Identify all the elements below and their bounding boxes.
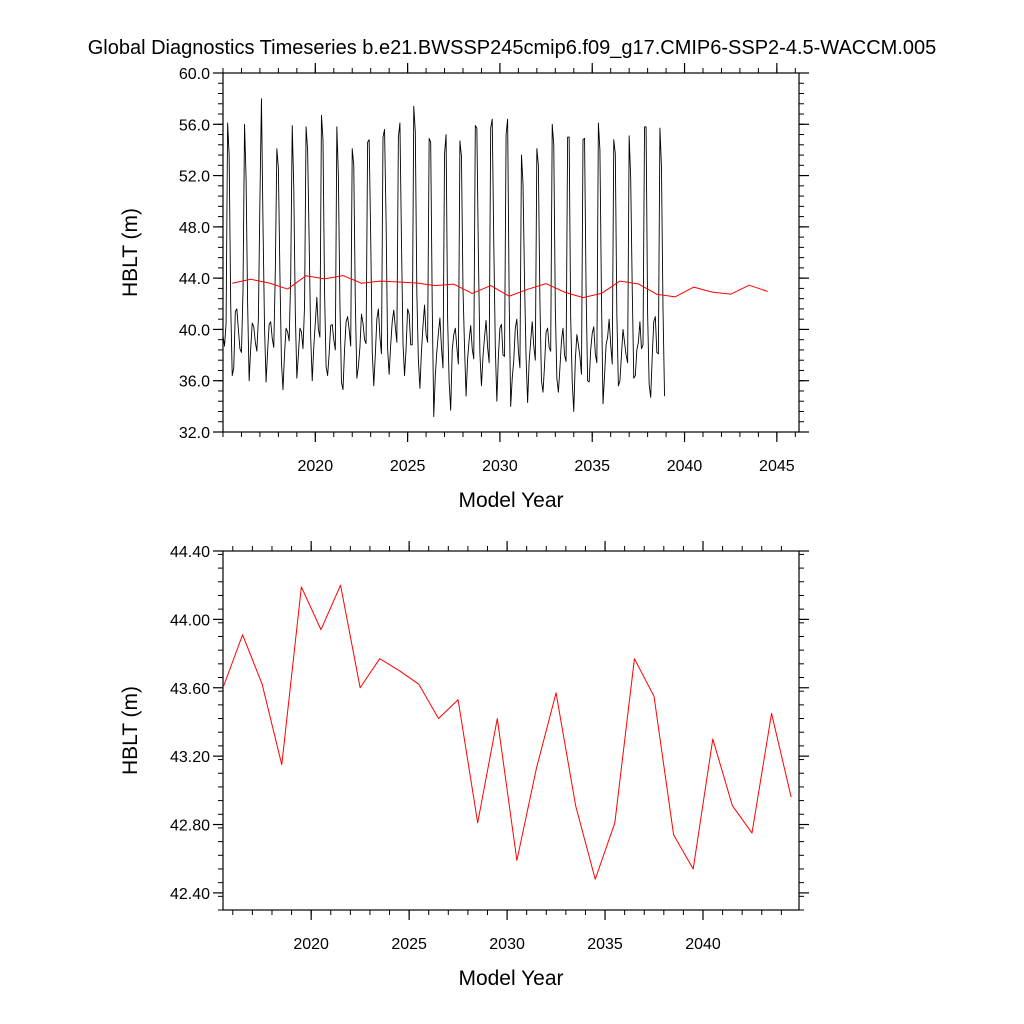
x-axis-title: Model Year — [458, 489, 563, 512]
y-tick-label: 48.0 — [179, 220, 210, 237]
y-tick-label: 43.60 — [170, 681, 210, 698]
plot-frame — [222, 550, 800, 911]
y-tick-label: 43.20 — [170, 749, 210, 766]
y-tick-label: 40.0 — [179, 322, 210, 339]
y-tick-label: 44.40 — [170, 544, 210, 561]
y-tick-label: 56.0 — [179, 117, 210, 134]
x-tick-label: 2030 — [482, 458, 518, 475]
plot-frame — [222, 72, 800, 433]
annual-mean-series-line — [223, 584, 792, 880]
y-tick-label: 36.0 — [179, 374, 210, 391]
x-tick-label: 2040 — [667, 458, 703, 475]
x-tick-label: 2025 — [390, 458, 426, 475]
page-title: Global Diagnostics Timeseries b.e21.BWSS… — [87, 37, 937, 59]
x-tick-label: 2030 — [489, 936, 525, 953]
x-tick-label: 2045 — [759, 458, 795, 475]
y-axis-title: HBLT (m) — [119, 686, 142, 775]
y-axis-title: HBLT (m) — [119, 208, 142, 297]
x-tick-label: 2025 — [391, 936, 427, 953]
annual-mean-series-line — [232, 275, 768, 299]
x-tick-label: 2035 — [587, 936, 623, 953]
x-axis-title: Model Year — [458, 967, 563, 990]
x-tick-label: 2035 — [574, 458, 610, 475]
y-tick-label: 44.00 — [170, 612, 210, 629]
monthly-series-line — [223, 98, 665, 418]
x-tick-label: 2040 — [685, 936, 721, 953]
timeseries-panel-annual: 42.40 42.80 43.20 43.60 44.00 44.40 2020 2025 20… — [119, 541, 809, 990]
x-tick-label: 2020 — [293, 936, 329, 953]
x-tick-label: 2020 — [298, 458, 334, 475]
timeseries-panel-monthly: 32.0 36.0 40.0 44.0 48.0 52.0 56.0 60.0 2020 2025… — [119, 63, 809, 512]
y-tick-label: 42.40 — [170, 886, 210, 903]
y-tick-label: 42.80 — [170, 818, 210, 835]
y-tick-label: 32.0 — [179, 425, 210, 442]
y-tick-label: 44.0 — [179, 271, 210, 288]
y-tick-label: 60.0 — [179, 66, 210, 83]
y-tick-label: 52.0 — [179, 169, 210, 186]
